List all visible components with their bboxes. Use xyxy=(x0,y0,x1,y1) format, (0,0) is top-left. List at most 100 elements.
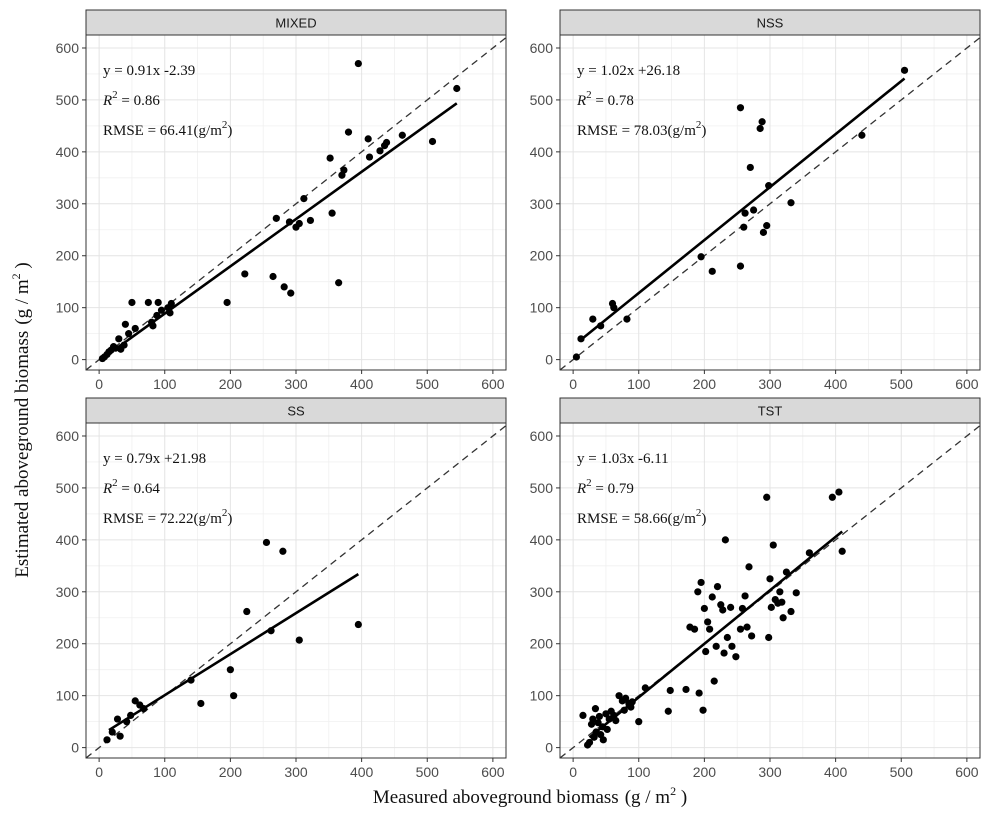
x-tick-label: 100 xyxy=(627,764,651,780)
data-point xyxy=(741,592,749,600)
y-tick-label: 500 xyxy=(56,92,80,108)
data-point xyxy=(287,289,295,297)
data-point xyxy=(113,715,122,723)
r-squared-sup: 2 xyxy=(586,89,592,101)
x-tick-label: 100 xyxy=(153,764,177,780)
data-point xyxy=(805,549,813,557)
data-point xyxy=(453,84,461,93)
rmse-unit-close: ) xyxy=(701,511,706,527)
data-point xyxy=(382,138,391,147)
x-tick-label: 600 xyxy=(955,376,979,392)
y-tick-label: 600 xyxy=(530,40,554,56)
y-tick-label: 100 xyxy=(530,688,554,704)
x-tick-label: 0 xyxy=(569,376,577,392)
axis-ticks: 0 100 200 300 400 500 600 0 100 200 300 400 500 600 xyxy=(56,40,505,392)
data-point xyxy=(157,306,166,314)
data-point xyxy=(723,633,731,642)
data-point xyxy=(763,493,771,501)
data-point xyxy=(828,493,836,501)
data-point xyxy=(376,147,384,155)
data-point xyxy=(154,298,162,307)
data-point xyxy=(167,299,175,308)
x-tick-label: 600 xyxy=(955,764,979,780)
grid xyxy=(560,423,980,758)
data-point xyxy=(620,706,628,714)
data-point xyxy=(766,575,774,583)
rmse-unit-sup: 2 xyxy=(696,119,702,131)
x-tick-label: 400 xyxy=(350,376,374,392)
data-point xyxy=(712,642,720,650)
r-squared: R2 = 0.64 xyxy=(102,477,160,497)
y-tick-label: 500 xyxy=(530,92,554,108)
r-symbol: R xyxy=(576,93,586,109)
y-tick-label: 400 xyxy=(56,144,80,160)
data-point xyxy=(721,536,729,544)
panel-strip-label: SS xyxy=(287,404,305,419)
data-point xyxy=(697,253,705,261)
lines xyxy=(560,37,980,370)
x-tick-label: 500 xyxy=(416,376,440,392)
r-squared: R2 = 0.79 xyxy=(576,477,634,497)
data-point xyxy=(792,589,800,597)
data-point xyxy=(719,606,727,614)
data-point xyxy=(763,222,771,230)
data-point xyxy=(364,135,372,143)
data-point xyxy=(736,262,745,270)
data-point xyxy=(328,209,336,217)
rmse-value: RMSE = 72.22(g/m xyxy=(103,511,222,527)
data-point xyxy=(702,647,710,656)
data-point xyxy=(765,633,773,642)
data-point xyxy=(295,636,303,644)
data-point xyxy=(708,267,716,275)
data-point xyxy=(749,206,758,214)
data-point xyxy=(708,593,716,601)
data-point xyxy=(787,607,795,616)
x-tick-label: 600 xyxy=(481,376,505,392)
data-point xyxy=(585,738,594,747)
data-point xyxy=(300,195,308,203)
data-point xyxy=(610,304,618,312)
identity-line xyxy=(86,425,506,758)
data-point xyxy=(736,104,745,112)
axis-ticks: 0 100 200 300 400 500 600 0 100 200 300 400 500 600 xyxy=(530,428,979,780)
x-tick-label: 200 xyxy=(219,376,243,392)
y-axis-unit: (g / m xyxy=(12,279,33,325)
y-tick-label: 100 xyxy=(530,300,554,316)
data-point xyxy=(226,666,234,674)
data-point xyxy=(335,279,343,287)
data-point xyxy=(577,335,585,343)
data-point xyxy=(700,604,708,613)
data-point xyxy=(365,153,374,161)
data-point xyxy=(603,725,611,734)
y-tick-label: 200 xyxy=(530,636,554,652)
rmse-unit-close: ) xyxy=(227,123,232,139)
data-point xyxy=(694,588,702,596)
regression-equation: y = 0.91x -2.39 xyxy=(103,63,195,79)
rmse-value: RMSE = 78.03(g/m xyxy=(577,123,696,139)
data-point xyxy=(900,66,909,74)
data-point xyxy=(295,219,303,228)
data-point xyxy=(710,677,718,685)
data-point xyxy=(144,298,152,307)
data-point xyxy=(354,59,362,68)
data-point xyxy=(740,223,748,231)
x-tick-label: 0 xyxy=(95,376,103,392)
identity-line xyxy=(560,37,980,370)
data-point xyxy=(398,131,406,139)
r-squared-sup: 2 xyxy=(112,477,118,489)
x-tick-label: 0 xyxy=(569,764,577,780)
y-axis-title: Estimated aboveground biomass (g / m2 ) xyxy=(9,262,33,577)
data-point xyxy=(153,311,161,320)
data-point xyxy=(612,717,620,725)
data-point xyxy=(272,214,280,222)
panel-strip xyxy=(85,9,507,36)
data-point xyxy=(120,341,128,349)
data-point xyxy=(131,697,139,705)
y-tick-label: 100 xyxy=(56,300,80,316)
rmse: RMSE = 78.03(g/m2) xyxy=(577,119,706,139)
grid xyxy=(86,35,506,370)
